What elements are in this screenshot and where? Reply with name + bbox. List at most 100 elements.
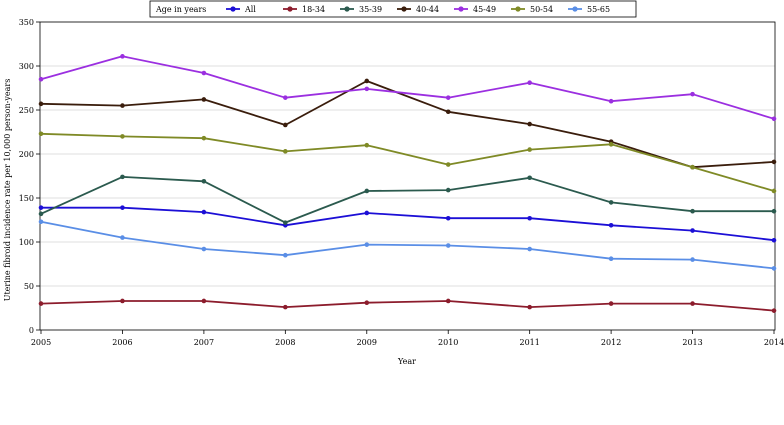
data-point-all <box>120 205 125 210</box>
y-tick-label: 100 <box>19 238 34 247</box>
data-point-18-34 <box>608 301 614 306</box>
data-point-40-44 <box>120 103 125 108</box>
series-line-35-39 <box>40 175 774 224</box>
y-tick-label: 0 <box>29 326 34 335</box>
data-point-50-54 <box>364 142 370 148</box>
x-tick-label: 2007 <box>194 338 214 347</box>
series-line-45-49 <box>40 55 775 120</box>
data-point-all <box>690 228 695 233</box>
data-point-35-39 <box>527 175 532 181</box>
data-point-35-39 <box>201 178 207 184</box>
data-point-50-54 <box>690 164 695 170</box>
x-tick-label: 2006 <box>112 338 132 347</box>
data-point-all <box>364 210 370 216</box>
plot-frame <box>39 21 776 331</box>
legend-label-40-44: 40-44 <box>416 5 439 14</box>
data-point-18-34 <box>38 301 44 306</box>
data-point-50-54 <box>120 134 125 139</box>
data-point-40-44 <box>201 97 207 102</box>
x-tick-label: 2011 <box>519 338 539 347</box>
data-point-55-65 <box>445 243 451 248</box>
legend-label-45-49: 45-49 <box>473 5 496 14</box>
y-tick-label: 150 <box>19 194 34 203</box>
data-point-55-65 <box>201 246 207 252</box>
data-point-55-65 <box>690 257 695 262</box>
x-axis-title: Year <box>397 357 416 366</box>
data-point-all <box>201 209 207 215</box>
data-point-35-39 <box>445 187 451 193</box>
data-point-45-49 <box>283 95 288 100</box>
series-45-49 <box>38 54 777 122</box>
series-line-18-34 <box>40 300 775 312</box>
series-55-65 <box>38 219 777 271</box>
series-line-50-54 <box>40 132 775 192</box>
series-18-34 <box>38 298 777 313</box>
data-point-45-49 <box>364 86 370 92</box>
data-point-50-54 <box>38 131 44 137</box>
data-point-35-39 <box>771 208 777 214</box>
legend-label-50-54: 50-54 <box>530 5 553 14</box>
legend-label-all: All <box>244 5 256 14</box>
data-point-50-54 <box>201 135 207 141</box>
data-point-35-39 <box>38 211 44 217</box>
legend-marker-35-39 <box>344 6 350 12</box>
series-line-55-65 <box>40 220 775 270</box>
data-point-55-65 <box>527 246 532 252</box>
legend-marker-40-44 <box>401 6 407 12</box>
data-point-all <box>527 215 532 221</box>
data-point-55-65 <box>38 219 44 225</box>
legend-box <box>149 0 637 18</box>
data-point-all <box>608 222 614 228</box>
data-point-18-34 <box>364 300 370 306</box>
data-point-35-39 <box>690 208 695 214</box>
legend-marker-all <box>230 6 236 12</box>
data-point-18-34 <box>771 308 777 313</box>
legend-marker-50-54 <box>515 6 521 12</box>
y-tick-label: 50 <box>24 282 34 291</box>
data-point-35-39 <box>283 220 288 225</box>
data-point-40-44 <box>38 101 44 107</box>
data-point-50-54 <box>608 142 614 147</box>
series-50-54 <box>38 131 777 194</box>
y-tick-label: 250 <box>19 106 34 115</box>
data-point-45-49 <box>771 116 777 122</box>
series-group <box>38 54 777 313</box>
data-point-55-65 <box>364 242 370 247</box>
x-tick-label: 2010 <box>438 338 458 347</box>
data-point-50-54 <box>527 147 532 152</box>
y-tick-label: 200 <box>19 150 34 159</box>
legend-marker-45-49 <box>458 6 464 12</box>
data-point-50-54 <box>445 162 451 167</box>
data-point-40-44 <box>771 159 777 165</box>
data-point-18-34 <box>283 304 288 310</box>
data-point-45-49 <box>120 54 125 59</box>
data-point-18-34 <box>445 298 451 304</box>
data-point-45-49 <box>690 91 695 97</box>
data-point-45-49 <box>201 70 207 76</box>
y-tick-label: 300 <box>19 62 34 71</box>
gridlines <box>40 21 775 331</box>
axes: 0 50 100 150 200 250 300 350 2005 2006 2007 2008 200… <box>19 18 784 347</box>
data-point-50-54 <box>283 149 288 154</box>
data-point-55-65 <box>283 252 288 258</box>
series-line-all <box>41 206 775 242</box>
data-point-50-54 <box>771 188 777 194</box>
data-point-all <box>38 205 44 210</box>
x-tick-label: 2013 <box>682 338 702 347</box>
x-tick-label: 2012 <box>601 338 621 347</box>
data-point-45-49 <box>608 98 614 104</box>
data-point-45-49 <box>445 95 451 100</box>
y-axis-title: Uterine fibroid incidence rate per 10,00… <box>3 79 12 302</box>
data-point-40-44 <box>283 122 288 128</box>
legend-marker-55-65 <box>572 6 578 12</box>
x-tick-label: 2014 <box>764 338 784 347</box>
legend-label-55-65: 55-65 <box>587 5 610 14</box>
x-tick-label: 2009 <box>357 338 377 347</box>
data-point-35-39 <box>364 188 370 194</box>
data-point-55-65 <box>771 266 777 271</box>
data-point-18-34 <box>120 298 125 304</box>
series-35-39 <box>38 174 777 225</box>
data-point-40-44 <box>527 121 532 127</box>
legend-marker-18-34 <box>287 6 293 12</box>
